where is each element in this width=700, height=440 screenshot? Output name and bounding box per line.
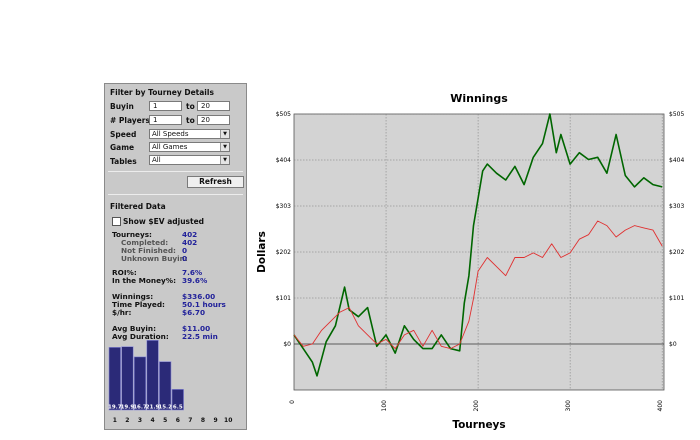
histogram-bar — [146, 340, 159, 411]
chevron-down-icon: ▼ — [220, 156, 229, 164]
chevron-down-icon: ▼ — [220, 130, 229, 138]
tables-label: Tables — [110, 157, 137, 166]
y-tick-label: $505 — [276, 111, 291, 118]
buyin-to-input[interactable]: 20 — [197, 101, 230, 111]
filter-panel: Filter by Tourney Details Buyin 1 to 20 … — [104, 83, 247, 430]
histogram-category-label: 6 — [176, 417, 180, 424]
x-axis-label: Tourneys — [452, 419, 505, 430]
divider — [108, 171, 243, 172]
avg-buyin-value: $11.00 — [182, 324, 211, 333]
y-tick-label: $303 — [276, 203, 291, 210]
time-played-label: Time Played: — [112, 300, 165, 309]
y-tick-label: $0 — [283, 341, 291, 348]
completed-value: 402 — [182, 238, 198, 247]
game-value: All Games — [152, 143, 188, 151]
histogram-category-label: 9 — [214, 417, 218, 424]
refresh-button[interactable]: Refresh — [187, 176, 244, 188]
buyin-label: Buyin — [110, 102, 134, 111]
histogram-category-label: 2 — [125, 417, 129, 424]
buyin-to-label: to — [186, 102, 195, 111]
histogram-bar-label: 15.2 — [158, 405, 172, 411]
histogram-category-label: 5 — [163, 417, 167, 424]
winnings-label: Winnings: — [112, 292, 154, 301]
y-axis-label: Dollars — [256, 231, 268, 273]
histogram-category-label: 8 — [201, 417, 205, 424]
y-tick-label-right: $303 — [669, 203, 684, 210]
histogram-category-label: 10 — [224, 417, 232, 424]
players-to-label: to — [186, 116, 195, 125]
players-label: # Players — [110, 116, 150, 125]
tourneys-value: 402 — [182, 230, 198, 239]
histogram-bar-label: 19.9 — [121, 405, 135, 411]
per-hour-label: $/hr: — [112, 308, 132, 317]
not-finished-label: Not Finished: — [121, 246, 176, 255]
game-select[interactable]: All Games ▼ — [149, 142, 230, 152]
y-tick-label: $404 — [276, 157, 291, 164]
histogram-bar-label: 21.9 — [146, 405, 160, 411]
buyin-from-input[interactable]: 1 — [149, 101, 182, 111]
itm-value: 39.6% — [182, 276, 208, 285]
y-tick-label-right: $0 — [669, 341, 677, 348]
winnings-value: $336.00 — [182, 292, 216, 301]
roi-label: ROI%: — [112, 268, 137, 277]
buyin-histogram: 19.7 1 19.9 2 16.7 3 21.9 415.2 5 6.5 6 7 8 9 10 — [108, 340, 232, 424]
game-label: Game — [110, 143, 135, 152]
not-finished-value: 0 — [182, 246, 188, 255]
per-hour-value: $6.70 — [182, 308, 206, 317]
x-tick-label: 0 — [289, 400, 296, 404]
unknown-buyin-value: 0 — [182, 254, 188, 263]
itm-label: In the Money%: — [112, 276, 177, 285]
histogram-category-label: 3 — [138, 417, 142, 424]
chevron-down-icon: ▼ — [220, 143, 229, 151]
histogram-bar-label: 6.5 — [173, 405, 183, 411]
show-ev-label: Show $EV adjusted — [123, 217, 205, 226]
tables-value: All — [152, 156, 161, 164]
histogram-bar-label: 19.7 — [108, 405, 122, 411]
roi-value: 7.6% — [182, 268, 203, 277]
histogram-bar — [108, 347, 121, 411]
histogram-category-label: 7 — [188, 417, 192, 424]
divider — [108, 194, 243, 195]
y-tick-label: $101 — [276, 295, 291, 302]
histogram-category-label: 4 — [151, 417, 155, 424]
chart-title: Winnings — [450, 92, 508, 105]
avg-buyin-label: Avg Buyin: — [112, 324, 157, 333]
histogram-category-label: 1 — [113, 417, 117, 424]
avg-duration-value: 22.5 min — [182, 332, 218, 341]
filter-title: Filter by Tourney Details — [110, 88, 214, 97]
unknown-buyin-label: Unknown Buyin: — [121, 254, 188, 263]
show-ev-checkbox[interactable] — [112, 217, 121, 226]
avg-duration-label: Avg Duration: — [112, 332, 169, 341]
x-tick-label: 100 — [381, 400, 388, 412]
speed-select[interactable]: All Speeds ▼ — [149, 129, 230, 139]
histogram-bar — [171, 389, 184, 411]
histogram-bar — [121, 346, 134, 411]
x-tick-label: 400 — [657, 400, 664, 412]
y-tick-label-right: $202 — [669, 249, 684, 256]
histogram-bar — [159, 361, 172, 411]
x-tick-label: 300 — [565, 400, 572, 412]
winnings-chart: Winnings $0 $0 $101 $101 $202 $202 $303 $303 $404… — [256, 92, 684, 431]
series-line — [293, 220, 663, 350]
series-line — [293, 113, 663, 377]
y-tick-label-right: $101 — [669, 295, 684, 302]
players-from-input[interactable]: 1 — [149, 115, 182, 125]
completed-label: Completed: — [121, 238, 169, 247]
y-tick-label-right: $404 — [669, 157, 684, 164]
tables-select[interactable]: All ▼ — [149, 155, 230, 165]
speed-label: Speed — [110, 130, 137, 139]
y-tick-label: $202 — [276, 249, 291, 256]
histogram-bar — [133, 356, 147, 411]
y-tick-label-right: $505 — [669, 111, 684, 118]
filtered-data-title: Filtered Data — [110, 202, 166, 211]
tourneys-label: Tourneys: — [112, 230, 152, 239]
x-tick-label: 200 — [473, 400, 480, 412]
speed-value: All Speeds — [152, 130, 189, 138]
histogram-bar-label: 16.7 — [133, 405, 147, 411]
players-to-input[interactable]: 20 — [197, 115, 230, 125]
time-played-value: 50.1 hours — [182, 300, 226, 309]
